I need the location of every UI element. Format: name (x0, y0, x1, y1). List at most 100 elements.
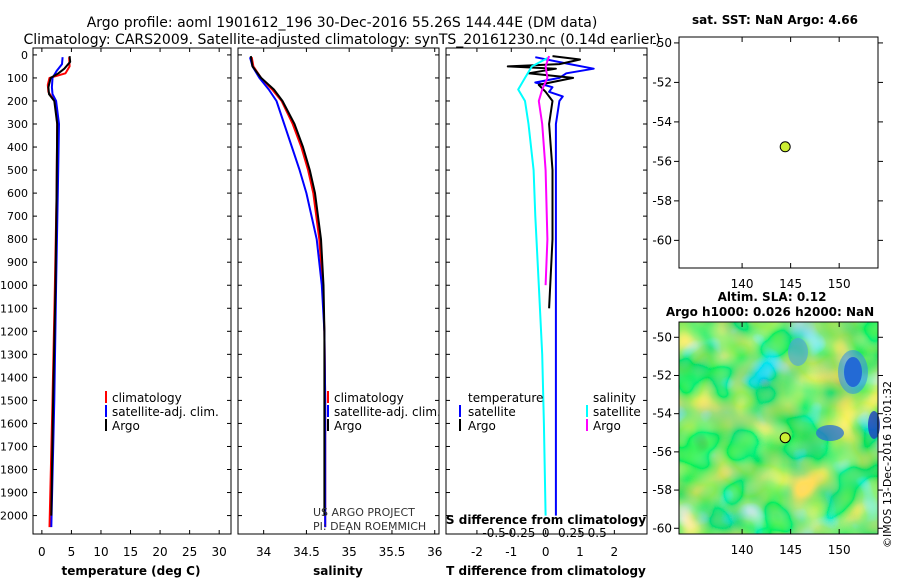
depth-tick-label: 1400 (0, 371, 28, 384)
x-tick-label: 1 (576, 545, 584, 559)
depth-tick-label: 700 (7, 210, 28, 223)
legend-argo-label: Argo (112, 419, 140, 433)
legend-climatology-label: climatology (334, 391, 404, 405)
argo-position-marker (779, 141, 791, 153)
salinity-panel-frame (237, 47, 440, 535)
depth-tick-label: 800 (7, 233, 28, 246)
depth-tick-label: 1500 (0, 394, 28, 407)
sst-map-frame (678, 36, 879, 269)
temperature-legend: climatology satellite-adj. clim. Argo (105, 391, 219, 433)
x-tick-label: 34 (256, 545, 271, 559)
series-line-climatology (250, 57, 327, 528)
s-difference-label: S difference from climatology (446, 513, 646, 527)
legend-s-argo-label: Argo (593, 419, 621, 433)
lat-tick-label: -50 (652, 330, 672, 344)
pi-annotation: PI: DEAN ROEMMICH (313, 520, 426, 533)
depth-tick-label: 900 (7, 256, 28, 269)
sla-map-frame (678, 321, 879, 535)
salinity-profiles (249, 55, 327, 528)
salinity-legend: climatology satellite-adj. clim. Argo (327, 391, 441, 433)
series-line-s-argo (537, 55, 551, 286)
lon-tick-label: 145 (779, 277, 802, 291)
legend-satellite-label: satellite-adj. clim. (334, 405, 441, 419)
top-tick-label: -0.25 (504, 526, 535, 540)
top-tick-label: -0.5 (482, 526, 505, 540)
sla-blue-eddies (788, 338, 880, 441)
sla-eddy (868, 411, 880, 439)
depth-tick-label: 1900 (0, 487, 28, 500)
x-tick-label: 10 (93, 545, 108, 559)
series-line-t-argo (506, 55, 581, 309)
salinity-x-axis: 34 34.5 35 35.5 36 (256, 48, 442, 559)
lat-tick-label: -58 (652, 483, 672, 497)
sla-eddy (838, 350, 868, 394)
legend-satellite-label: satellite-adj. clim. (112, 405, 219, 419)
salinity-x-label: salinity (313, 564, 363, 578)
depth-tick-label: 100 (7, 72, 28, 85)
depth-tick-label: 1600 (0, 417, 28, 430)
sla-title-line-1: Altim. SLA: 0.12 (718, 290, 827, 304)
depth-tick-label: 1100 (0, 302, 28, 315)
project-annotation: US ARGO PROJECT (313, 506, 415, 519)
figure-title-line-2: Climatology: CARS2009. Satellite-adjuste… (23, 32, 660, 48)
legend-t-satellite-label: satellite (468, 405, 516, 419)
lon-tick-label: 145 (779, 543, 802, 557)
depth-tick-label: 1700 (0, 440, 28, 453)
legend-argo-label: Argo (334, 419, 362, 433)
argo-position-marker (779, 432, 791, 444)
imos-credit: ©IMOS 13-Dec-2016 10:01:32 (881, 381, 894, 548)
lat-tick-label: -60 (652, 521, 672, 535)
temperature-panel-frame (32, 47, 232, 535)
lat-tick-label: -54 (652, 115, 672, 129)
temperature-profiles (46, 55, 72, 528)
depth-tick-label: 1200 (0, 325, 28, 338)
legend-salinity-title: salinity (593, 391, 636, 405)
series-line-s-satellite (517, 56, 550, 516)
x-tick-label: 34.5 (293, 545, 320, 559)
sla-eddy (788, 338, 808, 366)
depth-tick-label: 0 (21, 49, 28, 62)
x-tick-label: 36 (427, 545, 442, 559)
series-line-t-satellite (534, 56, 595, 516)
legend-temperature-title: temperature (468, 391, 543, 405)
x-tick-label: 30 (212, 545, 227, 559)
figure-title-line-1: Argo profile: aoml 1901612_196 30-Dec-20… (87, 15, 598, 31)
depth-tick-label: 1000 (0, 279, 28, 292)
x-tick-label: 20 (152, 545, 167, 559)
x-tick-label: 15 (123, 545, 138, 559)
depth-tick-label: 2000 (0, 510, 28, 523)
lat-tick-label: -60 (652, 233, 672, 247)
x-tick-label: 2 (611, 545, 619, 559)
sla-title-line-2: Argo h1000: 0.026 h2000: NaN (666, 305, 874, 319)
x-tick-label: 35 (342, 545, 357, 559)
legend-t-argo-label: Argo (468, 419, 496, 433)
difference-x-axis: -2 -1 0 1 2 -0.5-0.25 0 0.25 0.5 (471, 48, 618, 559)
lon-tick-label: 150 (828, 277, 851, 291)
sst-map-title: sat. SST: NaN Argo: 4.66 (692, 13, 858, 27)
lat-tick-label: -56 (652, 445, 672, 459)
depth-tick-label: 1300 (0, 348, 28, 361)
depth-tick-label: 500 (7, 164, 28, 177)
lon-tick-label: 140 (731, 543, 754, 557)
temperature-x-label: temperature (deg C) (62, 564, 201, 578)
series-line-argo (47, 55, 72, 516)
series-line-satellite-adj-clim- (249, 56, 327, 528)
top-tick-label: 0.25 (558, 526, 585, 540)
legend-s-satellite-label: satellite (593, 405, 641, 419)
difference-x-label: T difference from climatology (446, 564, 646, 578)
lat-tick-label: -56 (652, 154, 672, 168)
lat-tick-label: -52 (652, 368, 672, 382)
lat-tick-label: -58 (652, 194, 672, 208)
lon-tick-label: 140 (731, 277, 754, 291)
depth-tick-label: 600 (7, 187, 28, 200)
lon-tick-label: 150 (828, 543, 851, 557)
depth-tick-label: 200 (7, 95, 28, 108)
sla-eddy (816, 425, 844, 441)
x-tick-label: 35.5 (379, 545, 406, 559)
top-tick-label: 0 (542, 526, 550, 540)
top-tick-label: 0.5 (588, 526, 607, 540)
depth-tick-label: 300 (7, 118, 28, 131)
depth-tick-label: 1800 (0, 464, 28, 477)
lat-tick-label: -54 (652, 407, 672, 421)
x-tick-label: 25 (182, 545, 197, 559)
